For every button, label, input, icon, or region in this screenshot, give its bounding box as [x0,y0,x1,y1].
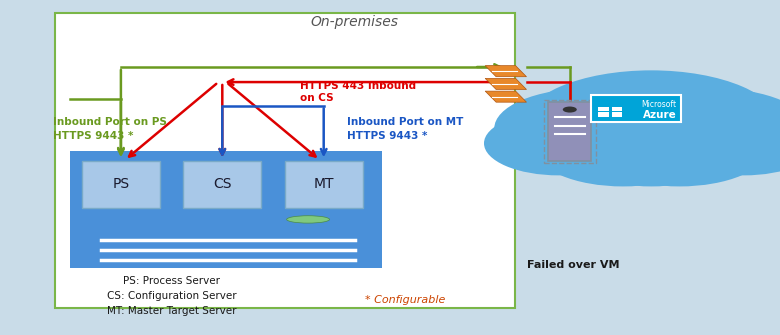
Ellipse shape [287,216,329,223]
Circle shape [669,111,780,176]
Text: * Configurable: * Configurable [365,295,446,305]
Text: CS: CS [213,177,232,191]
FancyBboxPatch shape [55,13,515,308]
Bar [598,107,609,111]
Text: Inbound Port on PS
HTTPS 9443 *: Inbound Port on PS HTTPS 9443 * [53,117,167,141]
FancyBboxPatch shape [183,161,261,208]
Circle shape [535,111,711,187]
Text: Inbound Port on MT
HTTPS 9443 *: Inbound Port on MT HTTPS 9443 * [347,117,463,141]
Polygon shape [485,66,527,77]
Text: PS: Process Server
CS: Configuration Server
MT: Master Target Server: PS: Process Server CS: Configuration Ser… [107,276,236,316]
Text: Failed over VM: Failed over VM [527,260,619,270]
Circle shape [572,118,731,187]
Text: On-premises: On-premises [311,15,399,29]
Circle shape [523,70,780,181]
Circle shape [484,111,633,176]
FancyBboxPatch shape [548,102,591,161]
Bar [598,112,609,117]
Bar [612,112,622,117]
FancyBboxPatch shape [82,161,160,208]
Text: Microsoft: Microsoft [641,99,676,109]
Polygon shape [485,78,527,89]
Circle shape [592,111,767,187]
Polygon shape [485,91,527,102]
Text: PS: PS [112,177,129,191]
Bar [612,107,622,111]
FancyBboxPatch shape [285,161,363,208]
Circle shape [563,107,576,113]
Circle shape [623,88,780,168]
Text: HTTPS 443 Inbound
on CS: HTTPS 443 Inbound on CS [300,81,417,103]
Text: MT: MT [314,177,334,191]
Circle shape [495,88,679,168]
FancyBboxPatch shape [70,151,382,268]
FancyBboxPatch shape [591,95,681,122]
Text: Azure: Azure [643,110,676,120]
